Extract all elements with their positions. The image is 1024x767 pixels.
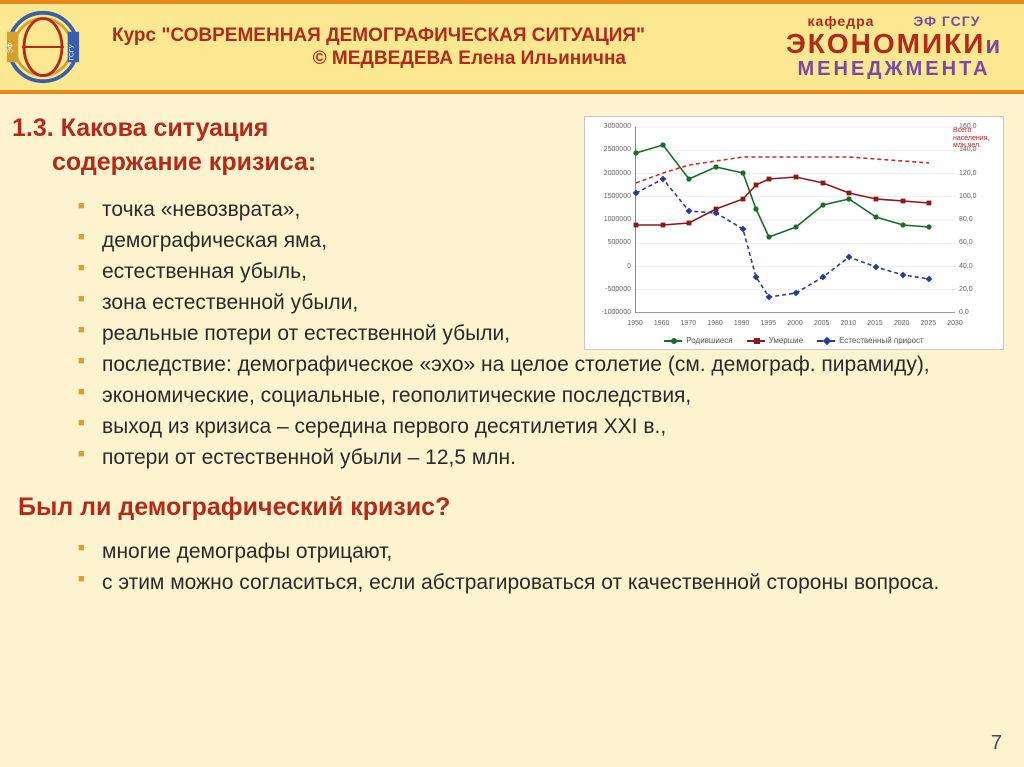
svg-text:ГСГУ: ГСГУ [68, 44, 75, 61]
department-wordmark: кафедра ЭФ ГСГУ ЭКОНОМИКИи МЕНЕДЖМЕНТА [764, 4, 1024, 90]
dept-economics: ЭКОНОМИКИ [786, 28, 985, 59]
dept-kafedra: кафедра [808, 13, 875, 29]
dept-faculty: ЭФ ГСГУ [913, 13, 980, 29]
list-item: последствие: демографическое «эхо» на це… [78, 349, 978, 380]
chart-legend: Родившиеся Умершие Естественный прирост [585, 336, 1003, 345]
institution-logo: ЭФ ГСГУ [0, 4, 86, 90]
title-block: Курс "СОВРЕМЕННАЯ ДЕМОГРАФИЧЕСКАЯ СИТУАЦ… [86, 4, 764, 90]
section-heading-2: Был ли демографический кризис? [18, 493, 1002, 522]
course-author: © МЕДВЕДЕВА Елена Ильинична [112, 48, 756, 70]
list-item: выход из кризиса – середина первого деся… [78, 411, 978, 442]
section-number-title: 1.3. Какова ситуация [12, 114, 268, 142]
list-item: с этим можно согласиться, если абстрагир… [78, 567, 978, 598]
list-item: потери от естественной убыли – 12,5 млн. [78, 442, 978, 473]
dept-management: МЕНЕДЖМЕНТА [798, 59, 991, 80]
legend-item: Родившиеся [664, 336, 732, 345]
list-item: экономические, социальные, геополитическ… [78, 380, 978, 411]
header-bar: ЭФ ГСГУ Курс "СОВРЕМЕННАЯ ДЕМОГРАФИЧЕСКА… [0, 0, 1024, 94]
demographics-chart: Всего населения, млн.чел. 30000002500000… [584, 116, 1004, 350]
page-number: 7 [991, 732, 1002, 755]
course-title: Курс "СОВРЕМЕННАЯ ДЕМОГРАФИЧЕСКАЯ СИТУАЦ… [112, 24, 756, 49]
list-item: многие демографы отрицают, [78, 536, 978, 567]
bullet-list-2: многие демографы отрицают,с этим можно с… [78, 536, 978, 598]
chart-plot-area [635, 127, 955, 313]
dept-and: и [985, 32, 1002, 59]
legend-item: Умершие [747, 336, 803, 345]
svg-text:ЭФ: ЭФ [6, 42, 15, 53]
legend-item: Естественный прирост [817, 336, 924, 345]
